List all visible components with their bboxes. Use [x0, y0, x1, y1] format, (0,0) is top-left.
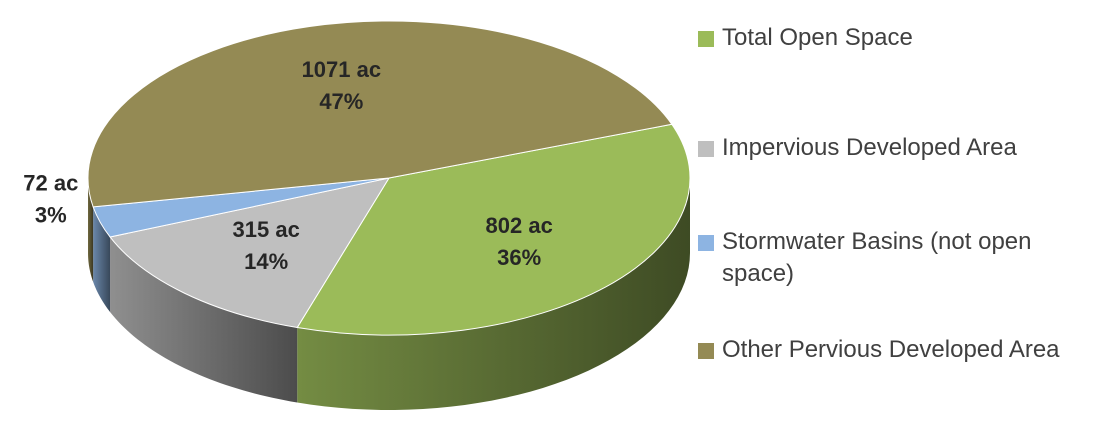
- legend-label: Stormwater Basins (not open space): [722, 228, 1032, 287]
- data-label: 72 ac: [23, 171, 78, 196]
- data-label: 1071 ac: [302, 57, 382, 82]
- chart: 802 ac 36% 315 ac 14% 72 ac 3% 1071 ac 47%: [23, 20, 690, 410]
- legend-item: Impervious Developed Area: [698, 132, 1078, 164]
- data-label: 802 ac: [486, 213, 553, 238]
- legend-item: Stormwater Basins (not open space): [698, 226, 1078, 290]
- legend-swatch: [698, 141, 714, 157]
- legend-label: Other Pervious Developed Area: [722, 336, 1060, 363]
- data-label: 14%: [244, 249, 288, 274]
- legend-item: Other Pervious Developed Area: [698, 334, 1078, 366]
- legend-label: Impervious Developed Area: [722, 134, 1017, 161]
- data-label: 47%: [319, 89, 363, 114]
- legend-swatch: [698, 343, 714, 359]
- slice-side: [297, 178, 690, 410]
- data-label: 3%: [35, 203, 67, 228]
- slice: [109, 177, 391, 329]
- legend-swatch: [698, 31, 714, 47]
- legend-item: Total Open Space: [698, 22, 1078, 54]
- slice: [87, 20, 673, 208]
- slice-side: [93, 206, 111, 312]
- legend-label: Total Open Space: [722, 24, 913, 51]
- legend-swatch: [698, 235, 714, 251]
- data-label: 315 ac: [233, 217, 300, 242]
- data-label: 36%: [497, 245, 541, 270]
